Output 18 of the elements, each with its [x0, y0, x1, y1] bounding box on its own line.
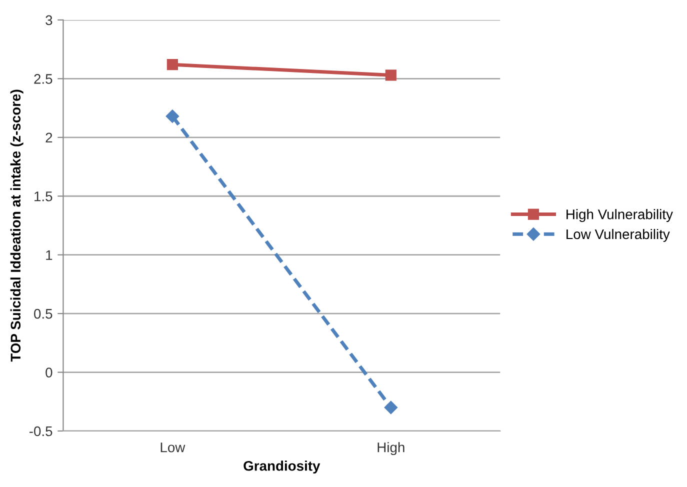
x-axis-title: Grandiosity — [244, 460, 320, 474]
y-tick-label: 2.5 — [34, 74, 52, 84]
legend-label: High Vulnerability — [566, 209, 673, 222]
x-tick-label: Low — [160, 442, 186, 452]
y-tick-label: 3 — [46, 15, 52, 26]
x-tick-label: High — [378, 442, 404, 456]
point — [166, 110, 180, 123]
y-axis-title: TOP Suicidal Iddeation at intake (z-score) — [10, 90, 24, 362]
y-tick-label: 2 — [46, 132, 52, 142]
y-tick-label: -0.5 — [29, 426, 52, 436]
point — [384, 400, 398, 414]
y-tick-label: 1.5 — [34, 192, 52, 202]
y-tick-label: 0.5 — [34, 308, 52, 319]
point — [385, 70, 396, 81]
y-tick-label: 0 — [46, 368, 52, 378]
point — [166, 59, 178, 70]
legend-label: Low Vulnerability — [566, 228, 670, 242]
y-tick-label: 1 — [46, 250, 52, 260]
